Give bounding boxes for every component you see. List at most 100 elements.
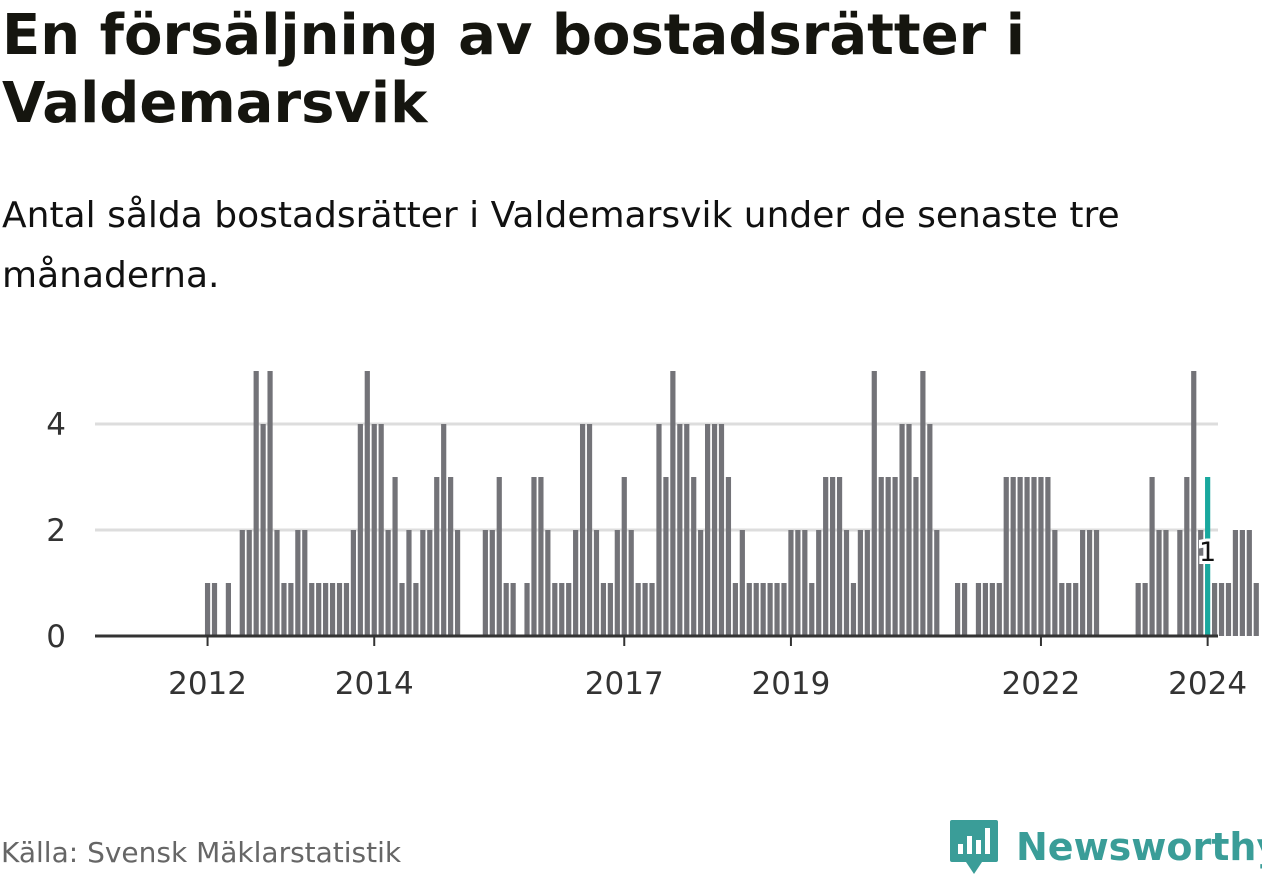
- bar: [316, 583, 322, 636]
- bar: [302, 530, 308, 636]
- bar: [795, 530, 801, 636]
- bar: [427, 530, 433, 636]
- x-axis-ticks: 2012 2014 2017 2019 2022 2024: [168, 636, 1247, 702]
- x-tick-label: 2019: [751, 666, 830, 702]
- newsworthy-logo-icon: [950, 820, 998, 874]
- bar: [239, 530, 245, 636]
- y-tick-label: 2: [46, 513, 66, 549]
- bar: [420, 530, 426, 636]
- bar: [1253, 583, 1259, 636]
- bar: [531, 477, 537, 636]
- bar: [392, 477, 398, 636]
- bar: [1031, 477, 1037, 636]
- bar: [1059, 583, 1065, 636]
- bar: [836, 477, 843, 636]
- bar: [1010, 477, 1016, 636]
- bar: [441, 424, 447, 636]
- bar: [1211, 583, 1218, 636]
- bar: [746, 583, 752, 636]
- bar: [434, 477, 440, 636]
- bar: [260, 424, 266, 636]
- bar: [677, 424, 683, 636]
- bar: [621, 477, 627, 636]
- bar: [816, 530, 822, 636]
- bar: [691, 477, 697, 636]
- bar: [579, 424, 586, 636]
- bar: [871, 371, 877, 636]
- bar: [323, 583, 329, 636]
- bar: [309, 583, 315, 636]
- bar: [809, 583, 815, 636]
- bar: [739, 530, 745, 636]
- bar: [1149, 477, 1155, 636]
- bar: [975, 583, 982, 636]
- bar: [927, 424, 933, 636]
- bar: [281, 583, 287, 636]
- bar: [885, 477, 891, 636]
- bar: [399, 583, 405, 636]
- x-tick-label: 2022: [1002, 666, 1081, 702]
- bar: [1135, 583, 1141, 636]
- bar: [857, 530, 863, 636]
- bar: [406, 530, 412, 636]
- x-tick-label: 2017: [585, 666, 664, 702]
- bar: [878, 477, 884, 636]
- bar: [802, 530, 808, 636]
- bar: [1066, 583, 1072, 636]
- bar: [698, 530, 704, 636]
- bar: [774, 583, 780, 636]
- bar: [711, 424, 718, 636]
- bar: [635, 583, 641, 636]
- bar: [1184, 477, 1190, 636]
- bar: [1218, 583, 1225, 636]
- bar: [496, 477, 502, 636]
- bar: [267, 371, 273, 636]
- bar: [663, 477, 669, 636]
- x-tick-label: 2014: [335, 666, 414, 702]
- bar: [586, 424, 593, 636]
- bar: [364, 371, 370, 636]
- bar: [371, 424, 377, 636]
- bar: [385, 530, 391, 636]
- bar-chart: 2012 2014 2017 2019 2022 2024 0 2 4 1: [46, 371, 1259, 702]
- bar: [288, 583, 294, 636]
- bar: [295, 530, 301, 636]
- bar: [1086, 530, 1093, 636]
- bar: [996, 583, 1002, 636]
- bar: [1038, 477, 1044, 636]
- bar: [1177, 530, 1183, 636]
- bar: [892, 477, 898, 636]
- bar: [961, 583, 968, 636]
- bar: [1045, 477, 1051, 636]
- bar: [482, 530, 488, 636]
- y-axis-ticks: 0 2 4: [46, 407, 66, 655]
- bar: [600, 583, 607, 636]
- bar: [489, 530, 495, 636]
- bar: [864, 530, 870, 636]
- bar: [628, 530, 634, 636]
- bar: [336, 583, 343, 636]
- brand-name: Newsworthy: [1016, 825, 1262, 869]
- bar: [656, 424, 662, 636]
- bar: [642, 583, 648, 636]
- bar: [211, 583, 218, 636]
- bar: [1198, 530, 1204, 636]
- bar: [204, 583, 211, 636]
- brand-logo: Newsworthy: [948, 818, 1262, 876]
- bar: [830, 477, 836, 636]
- bar: [343, 583, 350, 636]
- bar: [934, 530, 940, 636]
- bar: [350, 530, 356, 636]
- bar: [573, 530, 579, 636]
- bar: [753, 583, 759, 636]
- bar: [913, 477, 919, 636]
- data-labels: 1: [1196, 534, 1219, 571]
- bar: [1163, 530, 1169, 636]
- bar: [552, 583, 558, 636]
- bar: [920, 371, 926, 636]
- bar: [1239, 530, 1245, 636]
- bar: [1142, 583, 1148, 636]
- bar: [1080, 530, 1086, 636]
- bar: [1156, 530, 1162, 636]
- bar: [524, 583, 530, 636]
